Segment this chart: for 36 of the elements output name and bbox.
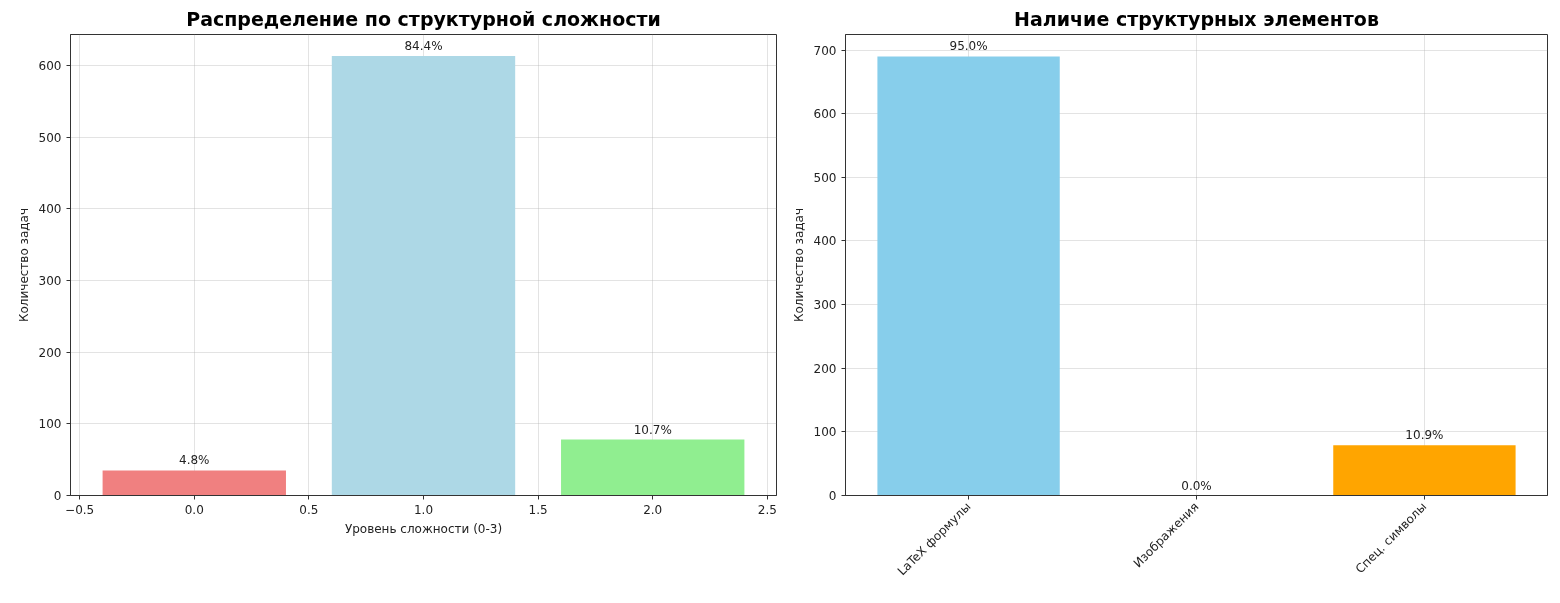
- bar: [561, 439, 745, 496]
- x-axis-title: Уровень сложности (0-3): [344, 521, 503, 536]
- bar: [331, 56, 516, 496]
- y-tick-label: 200: [38, 345, 62, 360]
- annotation: 10.9%: [1405, 428, 1444, 443]
- x-tick-label: −0.5: [65, 502, 95, 517]
- annotation: 4.8%: [179, 453, 210, 468]
- x-tick-label: 0.5: [299, 502, 319, 517]
- y-tick-label: 400: [38, 202, 62, 217]
- y-tick-label: 600: [38, 58, 62, 73]
- y-tick-label: 400: [813, 234, 837, 249]
- y-tick-label: 600: [813, 107, 837, 122]
- y-axis-title: Количество задач: [791, 207, 806, 323]
- x-tick-label: 1.5: [528, 502, 548, 517]
- x-tick-label: 2.5: [757, 502, 777, 517]
- chart-title: Распределение по структурной сложности: [186, 7, 661, 30]
- x-tick-label: 2.0: [643, 502, 663, 517]
- annotation: 0.0%: [1181, 478, 1212, 493]
- y-tick-label: 700: [813, 43, 837, 58]
- y-tick-label: 300: [813, 298, 837, 313]
- y-tick-label: 500: [38, 130, 62, 145]
- x-tick-label: 0.0: [184, 502, 204, 517]
- y-tick-label: 100: [38, 417, 62, 432]
- annotation: 95.0%: [949, 39, 988, 54]
- x-tick-label: 1.0: [413, 502, 434, 517]
- y-tick-label: 500: [813, 170, 837, 185]
- y-tick-label: 100: [813, 425, 837, 440]
- y-axis-title: Количество задач: [16, 207, 31, 323]
- bar: [102, 470, 286, 496]
- y-tick-label: 200: [813, 361, 837, 376]
- y-tick-label: 0: [53, 489, 62, 503]
- annotation: 84.4%: [404, 39, 443, 54]
- annotation: 10.7%: [633, 422, 672, 437]
- chart-title: Наличие структурных элементов: [1014, 7, 1379, 30]
- y-tick-label: 300: [38, 273, 62, 288]
- y-tick-label: 0: [828, 489, 837, 503]
